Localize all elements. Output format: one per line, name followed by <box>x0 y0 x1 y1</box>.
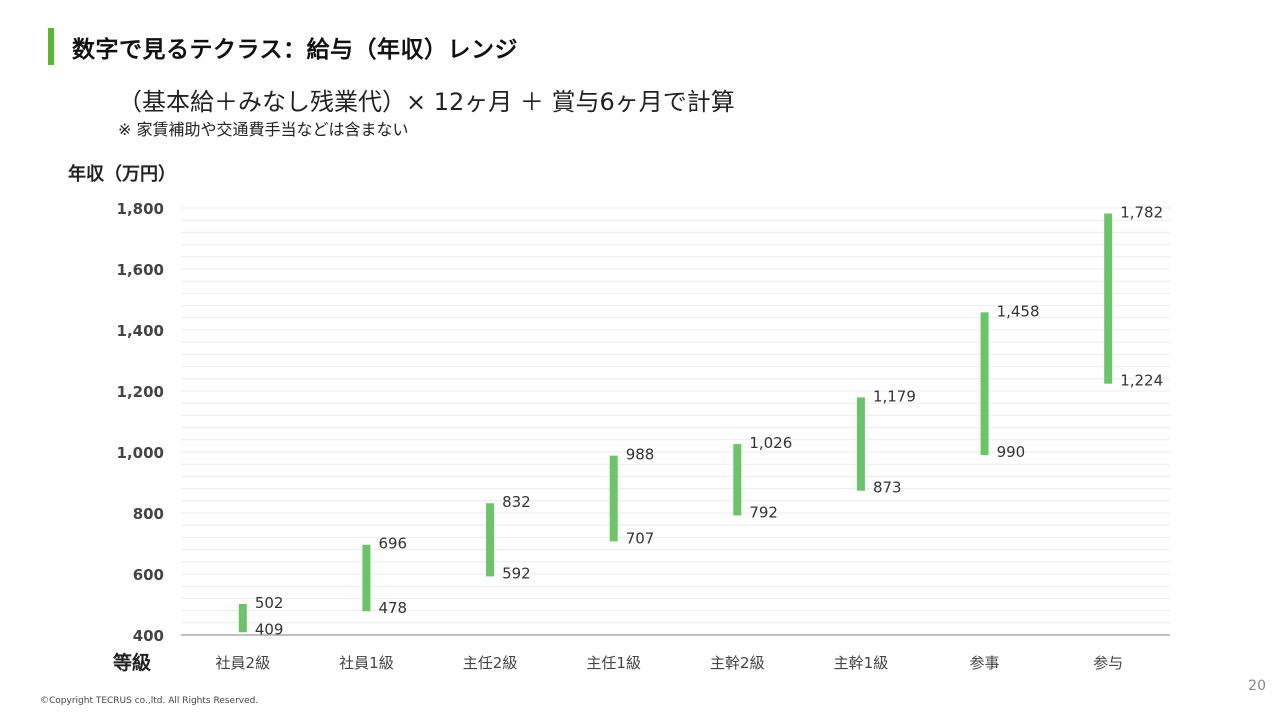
x-tick-label: 社員2級 <box>216 654 271 672</box>
y-axis-title: 年収（万円） <box>68 164 176 185</box>
max-value-label: 988 <box>626 446 655 464</box>
y-tick-label: 1,200 <box>117 383 164 401</box>
y-tick-label: 1,800 <box>117 200 164 218</box>
y-tick-label: 800 <box>133 505 164 523</box>
max-value-label: 502 <box>255 594 284 612</box>
min-value-label: 592 <box>502 564 531 582</box>
y-tick-label: 400 <box>133 627 164 645</box>
max-value-label: 1,782 <box>1120 203 1163 221</box>
x-tick-label: 参事 <box>970 654 1000 672</box>
slide-title: 数字で見るテクラス：給与（年収）レンジ <box>72 37 519 63</box>
min-value-label: 1,224 <box>1120 372 1163 390</box>
x-tick-label: 社員1級 <box>339 654 394 672</box>
salary-note: ※ 家賃補助や交通費手当などは含まない <box>118 120 409 139</box>
range-bar <box>238 603 247 633</box>
max-value-label: 832 <box>502 493 531 511</box>
range-bar <box>980 312 989 456</box>
x-tick-label: 主幹2級 <box>710 654 765 672</box>
x-tick-label: 主任2級 <box>463 654 518 672</box>
range-bar <box>362 544 371 612</box>
min-value-label: 478 <box>378 599 407 617</box>
min-value-label: 990 <box>997 443 1026 461</box>
page-number: 20 <box>1248 678 1266 694</box>
x-tick-label: 主幹1級 <box>834 654 889 672</box>
y-tick-label: 1,400 <box>117 322 164 340</box>
range-bar <box>1104 213 1113 384</box>
y-tick-label: 1,600 <box>117 261 164 279</box>
x-tick-label: 主任1級 <box>586 654 641 672</box>
max-value-label: 696 <box>378 535 407 553</box>
range-bar <box>486 503 495 577</box>
min-value-label: 873 <box>873 479 902 497</box>
max-value-label: 1,458 <box>997 302 1040 320</box>
range-bar <box>609 455 618 542</box>
range-bar <box>856 397 865 491</box>
min-value-label: 792 <box>749 503 778 521</box>
max-value-label: 1,179 <box>873 387 916 405</box>
y-tick-label: 1,000 <box>117 444 164 462</box>
range-bar <box>733 444 742 516</box>
title-accent-bar <box>48 28 54 65</box>
x-axis-title: 等級 <box>113 652 152 674</box>
copyright-notice: ©Copyright TECRUS co.,ltd. All Rights Re… <box>40 696 259 706</box>
salary-formula: （基本給＋みなし残業代）× 12ヶ月 ＋ 賞与6ヶ月で計算 <box>118 88 735 116</box>
min-value-label: 409 <box>255 620 284 638</box>
y-tick-label: 600 <box>133 566 164 584</box>
x-tick-label: 参与 <box>1093 654 1123 672</box>
min-value-label: 707 <box>626 529 655 547</box>
max-value-label: 1,026 <box>749 434 792 452</box>
